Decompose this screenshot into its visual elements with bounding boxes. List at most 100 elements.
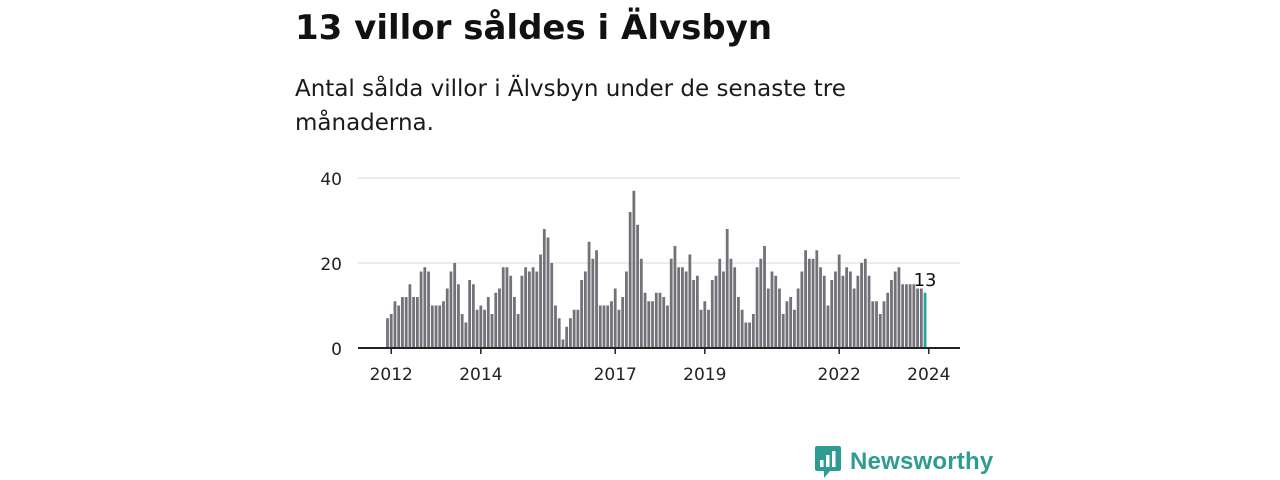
bar — [464, 322, 468, 348]
bar — [408, 284, 412, 348]
bar — [501, 267, 505, 348]
bar — [845, 267, 849, 348]
bar — [904, 284, 908, 348]
bar — [531, 267, 535, 348]
bar — [662, 297, 666, 348]
bar — [751, 314, 755, 348]
bar — [830, 280, 834, 348]
chart-subtitle: Antal sålda villor i Älvsbyn under de se… — [295, 76, 846, 136]
bar — [639, 258, 643, 348]
bar — [651, 301, 654, 348]
bar — [498, 288, 501, 348]
bar — [860, 263, 863, 348]
bar — [916, 288, 919, 348]
x-tick-label: 2017 — [594, 365, 637, 385]
bar — [587, 241, 591, 348]
bar — [643, 292, 647, 348]
y-tick-label: 20 — [320, 255, 342, 275]
bar — [632, 190, 636, 348]
bar — [703, 301, 707, 348]
bar — [580, 280, 584, 348]
bar — [613, 288, 617, 348]
bar — [766, 288, 770, 348]
bar — [595, 250, 598, 348]
bar — [572, 309, 576, 348]
bar — [722, 271, 725, 348]
bar — [628, 212, 632, 348]
bar — [875, 301, 878, 348]
bar — [912, 284, 916, 348]
bar — [557, 318, 561, 348]
bar — [520, 275, 524, 348]
x-tick-label: 2022 — [818, 365, 861, 385]
bar — [389, 314, 393, 348]
bar — [438, 305, 442, 348]
bar — [647, 301, 651, 348]
bars — [386, 190, 927, 348]
gridlines — [358, 177, 960, 264]
bar — [841, 275, 845, 348]
bar — [737, 297, 740, 348]
highlight-bar — [923, 292, 927, 348]
bar — [546, 237, 550, 348]
bar — [561, 339, 565, 348]
bar — [778, 288, 781, 348]
bar — [602, 305, 606, 348]
bar — [867, 275, 871, 348]
bar — [610, 301, 613, 348]
bar — [471, 284, 475, 348]
bar — [412, 297, 416, 348]
bar — [565, 326, 569, 348]
bar — [483, 309, 486, 348]
bar — [714, 275, 718, 348]
bar — [819, 267, 822, 348]
axes: 0 20 40 2012 2014 2017 2019 2022 2024 13 — [320, 170, 960, 385]
bar — [569, 318, 572, 348]
bar — [725, 229, 729, 348]
bar — [486, 297, 490, 348]
bar — [834, 271, 837, 348]
bar — [516, 314, 520, 348]
bar — [505, 267, 509, 348]
bar — [871, 301, 875, 348]
x-tick-label: 2019 — [683, 365, 726, 385]
bar — [625, 271, 628, 348]
bar-chart-badge-icon — [815, 446, 841, 478]
bar — [419, 271, 423, 348]
y-tick-label: 40 — [320, 170, 342, 190]
bar — [677, 267, 681, 348]
bar — [606, 305, 610, 348]
y-tick-label: 0 — [331, 340, 342, 360]
bar — [699, 309, 703, 348]
x-tick-label: 2024 — [907, 365, 950, 385]
bar — [886, 292, 890, 348]
bar — [811, 258, 815, 348]
bar — [763, 246, 766, 348]
bar — [397, 305, 401, 348]
chart-title: 13 villor såldes i Älvsbyn — [295, 8, 773, 48]
bar — [401, 297, 404, 348]
bar — [617, 309, 621, 348]
bar — [774, 275, 778, 348]
bar — [815, 250, 819, 348]
bar — [654, 292, 658, 348]
bar — [852, 288, 856, 348]
bar — [793, 309, 796, 348]
bar — [800, 271, 804, 348]
bar — [710, 280, 714, 348]
bar — [550, 263, 554, 348]
bar — [509, 275, 513, 348]
bar — [542, 229, 546, 348]
bar — [748, 322, 751, 348]
bar — [442, 301, 445, 348]
bar — [882, 301, 886, 348]
bar — [901, 284, 905, 348]
bar — [457, 284, 460, 348]
bar — [695, 275, 699, 348]
bar — [759, 258, 763, 348]
bar — [539, 254, 542, 348]
bar — [479, 305, 483, 348]
highlight-value-label: 13 — [914, 270, 937, 291]
bar — [893, 271, 897, 348]
bar — [404, 297, 408, 348]
